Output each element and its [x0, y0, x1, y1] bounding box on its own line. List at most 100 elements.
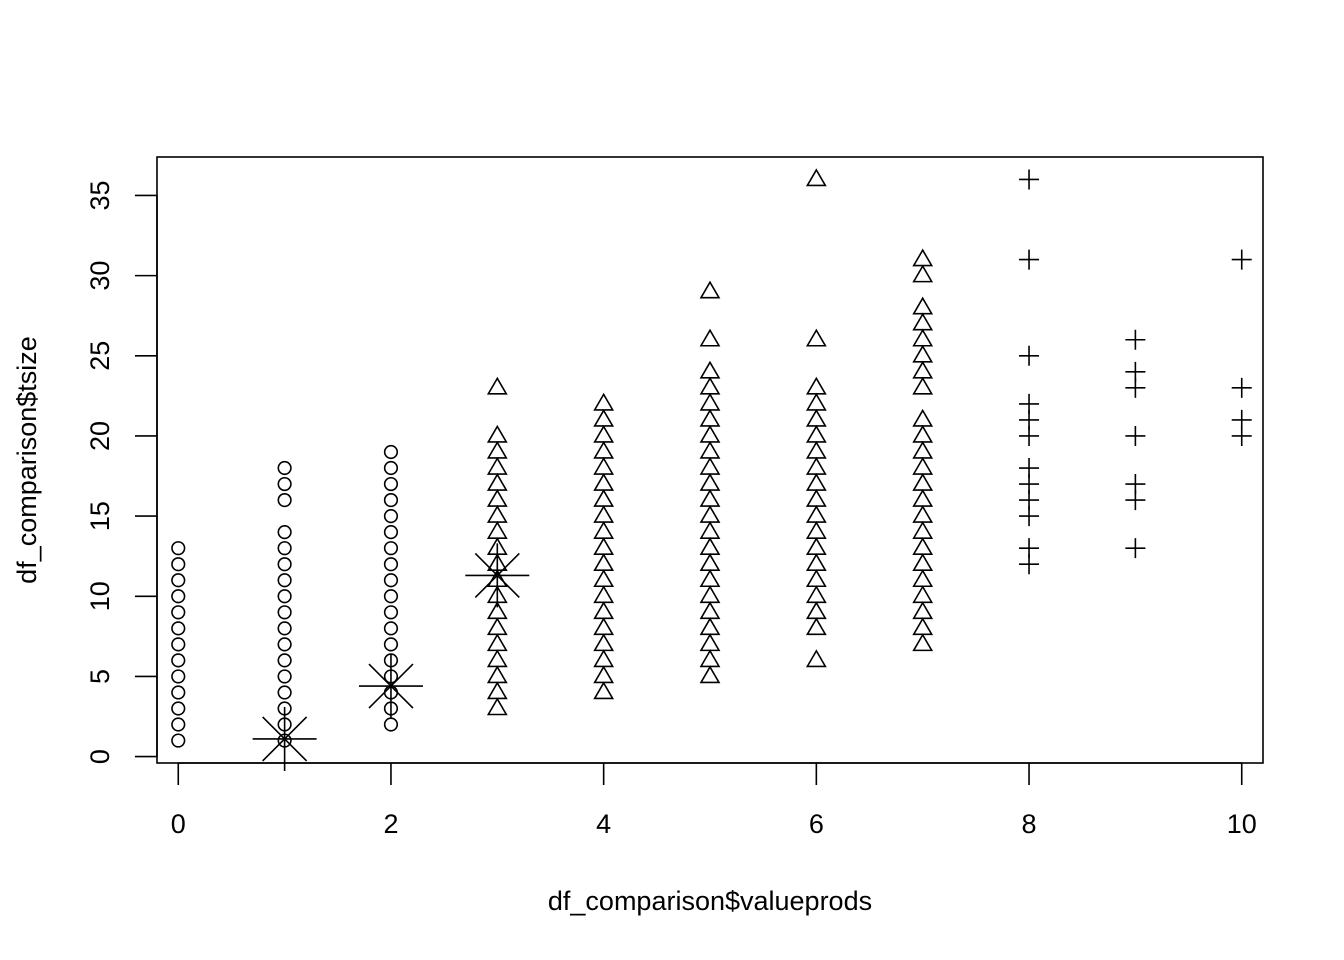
point-triangle: [805, 328, 827, 347]
point-circle: [171, 717, 186, 732]
point-triangle: [699, 376, 721, 395]
point-circle: [171, 637, 186, 652]
point-circle: [277, 605, 292, 620]
point-plus: [1125, 361, 1146, 382]
point-triangle: [912, 248, 934, 267]
point-plus: [1231, 377, 1252, 398]
point-triangle: [699, 440, 721, 459]
y-tick-label: 0: [85, 749, 115, 764]
point-triangle: [486, 601, 508, 620]
y-tick-label: 25: [85, 341, 115, 371]
point-circle: [383, 621, 399, 636]
point-triangle: [486, 521, 508, 539]
x-axis-title: df_comparison$valueprods: [548, 886, 872, 916]
point-triangle: [699, 456, 721, 475]
point-triangle: [699, 617, 721, 636]
point-triangle: [805, 521, 827, 539]
x-tick-label: 10: [1227, 809, 1257, 839]
point-triangle: [912, 553, 934, 572]
point-triangle: [805, 617, 827, 636]
y-axis-title: df_comparison$tsize: [12, 336, 42, 584]
point-circle: [171, 653, 186, 668]
point-triangle: [912, 521, 934, 539]
point-circle: [171, 589, 186, 604]
point-triangle: [699, 665, 721, 684]
point-triangle: [593, 537, 615, 555]
point-circle: [171, 621, 186, 636]
point-triangle: [912, 328, 934, 347]
point-plus: [1019, 458, 1040, 479]
y-tick-label: 35: [85, 180, 115, 210]
point-triangle: [486, 456, 508, 475]
point-circle: [277, 637, 292, 652]
y-tick-label: 20: [85, 421, 115, 451]
point-plus: [1125, 329, 1146, 350]
point-triangle: [699, 585, 721, 604]
x-axis: 0 2 4 6 8 10: [171, 762, 1257, 839]
point-triangle: [805, 553, 827, 572]
point-circle: [383, 637, 399, 652]
point-triangle: [912, 488, 934, 507]
point-triangle: [912, 424, 934, 443]
point-circle: [277, 557, 292, 572]
point-plus: [1125, 538, 1146, 559]
point-triangle: [593, 601, 615, 620]
x-tick-label: 8: [1022, 809, 1037, 839]
point-circle: [277, 621, 292, 636]
point-triangle: [699, 601, 721, 620]
point-triangle: [699, 649, 721, 668]
y-tick-label: 15: [85, 501, 115, 531]
point-triangle: [593, 488, 615, 507]
point-triangle: [912, 633, 934, 652]
point-triangle: [912, 505, 934, 523]
point-triangle: [486, 649, 508, 668]
point-plus: [1019, 169, 1040, 190]
point-triangle: [593, 617, 615, 636]
point-star: [358, 654, 423, 719]
point-plus: [1125, 474, 1146, 495]
point-triangle: [912, 472, 934, 491]
point-triangle: [805, 537, 827, 555]
point-star: [252, 706, 317, 771]
point-circle: [383, 717, 399, 732]
point-triangle: [486, 665, 508, 684]
point-triangle: [593, 408, 615, 427]
point-triangle: [805, 649, 827, 668]
point-triangle: [699, 553, 721, 572]
point-circle: [277, 460, 292, 476]
point-triangle: [486, 424, 508, 443]
y-tick-label: 30: [85, 261, 115, 291]
point-triangle: [699, 633, 721, 652]
point-circle: [383, 557, 399, 572]
point-triangle: [486, 633, 508, 652]
x-tick-label: 0: [171, 809, 186, 839]
point-triangle: [593, 553, 615, 572]
point-triangle: [699, 360, 721, 379]
point-triangle: [486, 472, 508, 491]
y-axis: 0 5 10 15 20 25 30 35: [85, 180, 158, 764]
point-triangle: [593, 649, 615, 668]
point-triangle: [805, 472, 827, 491]
point-triangle: [699, 280, 721, 299]
point-triangle: [593, 472, 615, 491]
point-triangle: [593, 569, 615, 588]
x-tick-label: 6: [809, 809, 824, 839]
point-circle: [171, 701, 186, 716]
point-triangle: [912, 569, 934, 588]
x-tick-label: 4: [596, 809, 611, 839]
point-triangle: [805, 440, 827, 459]
point-triangle: [912, 360, 934, 379]
point-plus: [1019, 393, 1040, 414]
point-triangle: [593, 633, 615, 652]
point-circle: [383, 605, 399, 620]
point-circle: [277, 573, 292, 588]
point-triangle: [912, 617, 934, 636]
point-triangle: [593, 392, 615, 411]
point-circle: [277, 589, 292, 604]
point-circle: [171, 669, 186, 684]
x-tick-label: 2: [383, 809, 398, 839]
point-triangle: [805, 601, 827, 620]
point-triangle: [486, 681, 508, 700]
